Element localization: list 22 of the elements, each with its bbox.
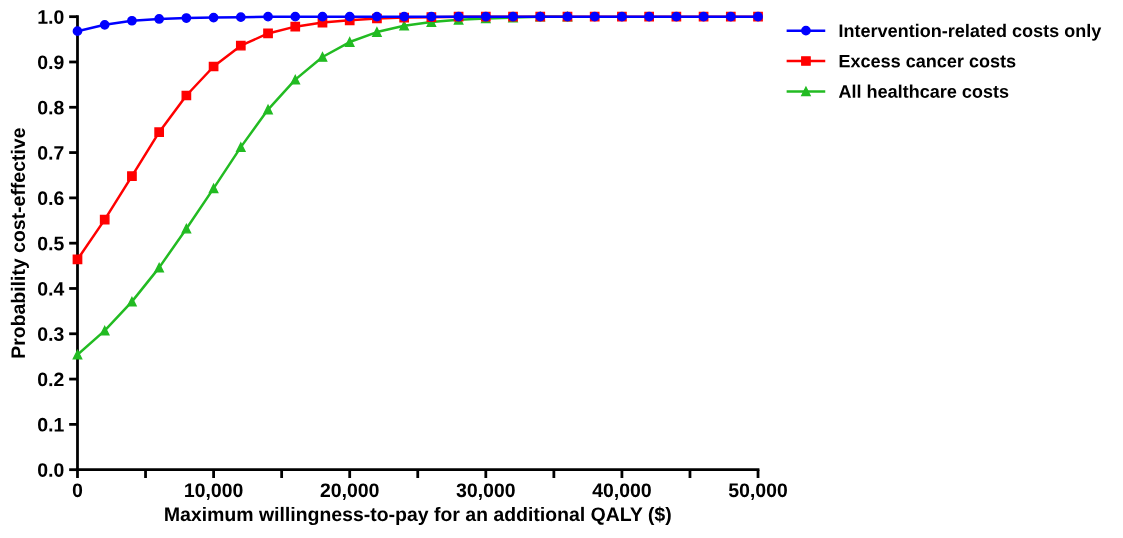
x-tick-label: 20,000: [320, 483, 379, 500]
y-tick-label: 0.2: [38, 372, 64, 387]
legend-label: Intervention-related costs only: [839, 23, 1102, 41]
legend-label: All healthcare costs: [838, 84, 1009, 98]
y-tick-label: 0.3: [38, 327, 64, 342]
x-tick-label: 10,000: [185, 483, 243, 500]
y-tick-label: 0.8: [38, 100, 64, 115]
y-tick-label: 0.0: [38, 463, 64, 477]
x-tick-label: 0: [72, 483, 83, 498]
x-tick-label: 50,000: [728, 483, 787, 500]
legend-label: Excess cancer costs: [839, 54, 1016, 68]
x-tick-label: 40,000: [592, 483, 651, 500]
y-axis-title: Probability cost-effective: [10, 128, 29, 358]
y-tick-label: 0.1: [38, 417, 64, 432]
y-tick-label: 0.9: [38, 55, 64, 70]
y-tick-label: 0.5: [38, 236, 64, 251]
y-tick-label: 0.4: [38, 281, 65, 296]
y-tick-label: 0.7: [38, 146, 64, 160]
x-axis-title: Maximum willingness-to-pay for an additional QALY ($): [165, 506, 671, 526]
x-tick-label: 30,000: [456, 483, 515, 500]
y-tick-label: 0.6: [38, 191, 64, 206]
y-tick-label: 1.0: [38, 10, 64, 24]
